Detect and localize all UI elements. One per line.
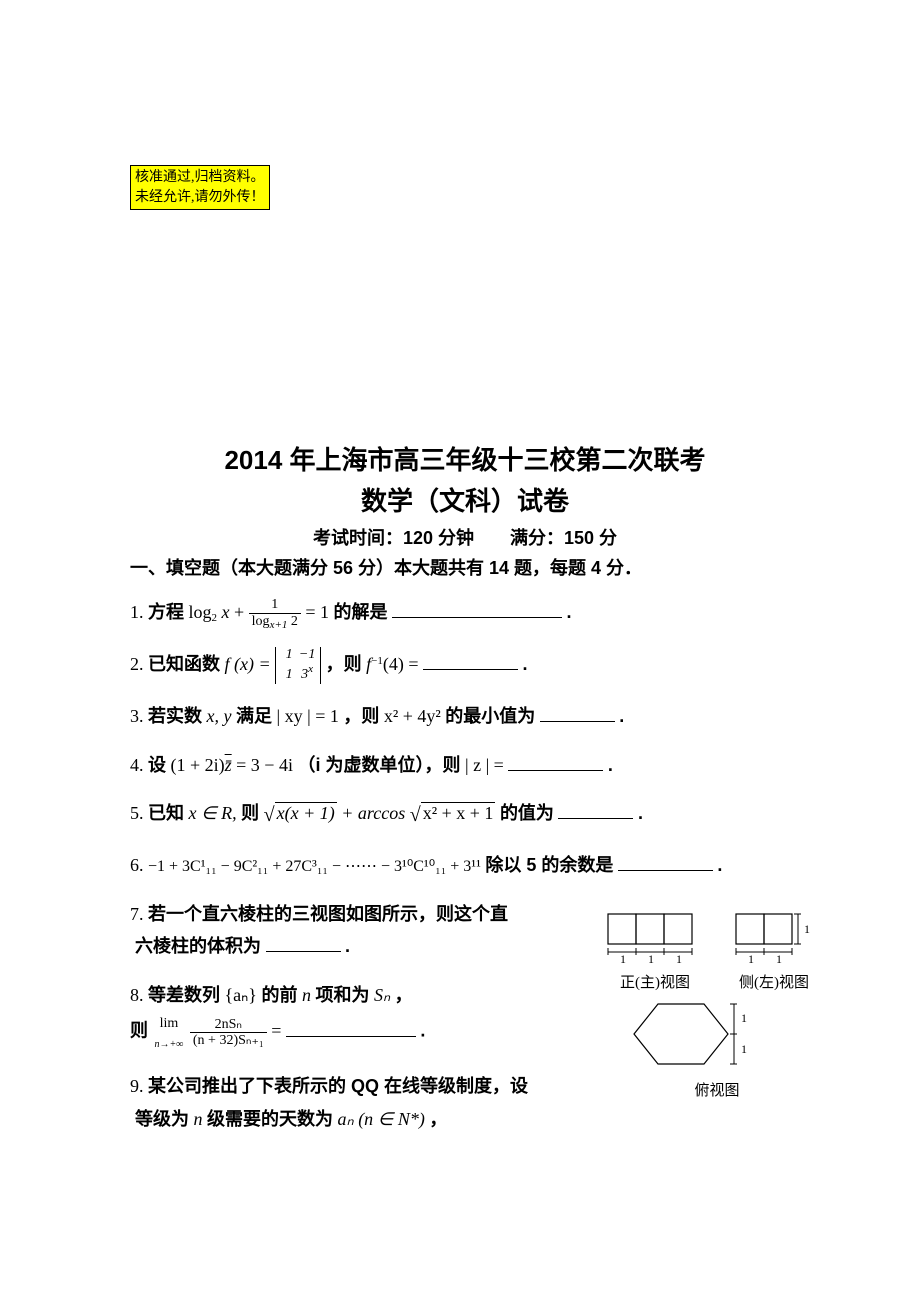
svg-text:1: 1 [748,952,754,964]
question-5: 5. 已知 x ∈ R, 则 √x(x + 1) + arccos √x² + … [130,797,800,833]
questions-block: 1. 方程 log2 x + 1 logx+1 2 = 1 的解是 . 2. [130,596,800,1135]
three-view-figure: 1 1 1 正(主)视图 [600,908,820,1100]
blank-q7 [266,935,341,952]
approval-stamp: 核准通过,归档资料。 未经允许,请勿外传！ [130,165,270,210]
blank-q2 [423,652,518,669]
svg-text:1: 1 [620,952,626,964]
title-line2: 数学（文科）试卷 [130,481,800,518]
front-view: 1 1 1 正(主)视图 [600,908,710,992]
svg-text:1: 1 [741,1042,747,1056]
question-4: 4. 设 (1 + 2i)z̄ = 3 − 4i （i 为虚数单位），则 | z… [130,749,800,781]
svg-text:1: 1 [676,952,682,964]
stamp-line1: 核准通过,归档资料。 [135,170,265,185]
svg-text:1: 1 [648,952,654,964]
title-block: 2014 年上海市高三年级十三校第二次联考 数学（文科）试卷 考试时间：120 … [130,440,800,550]
question-2: 2. 已知函数 f (x) = 1−1 13x ，则 f−1(4) = . [130,647,800,685]
exam-meta: 考试时间：120 分钟 满分：150 分 [130,524,800,550]
blank-q1 [392,601,562,618]
question-6: 6. −1 + 3C¹₁₁ − 9C²₁₁ + 27C³₁₁ − ⋯⋯ − 3¹… [130,849,800,882]
blank-q8 [286,1019,416,1036]
blank-q4 [508,753,603,770]
stamp-line2: 未经允许,请勿外传！ [135,190,265,205]
svg-text:1: 1 [741,1011,747,1025]
blank-q3 [540,705,615,722]
top-view: 1 1 俯视图 [630,1000,820,1100]
svg-text:1: 1 [776,952,782,964]
question-3: 3. 若实数 x, y 满足 | xy | = 1 ，则 x² + 4y² 的最… [130,700,800,732]
blank-q5 [558,802,633,819]
section1-heading: 一、填空题（本大题满分 56 分）本大题共有 14 题，每题 4 分． [130,554,800,580]
side-view: 1 1 1 侧(左)视图 [728,908,820,992]
title-line1: 2014 年上海市高三年级十三校第二次联考 [130,440,800,477]
question-1: 1. 方程 log2 x + 1 logx+1 2 = 1 的解是 . [130,596,800,631]
blank-q6 [618,854,713,871]
svg-text:1: 1 [804,922,810,936]
